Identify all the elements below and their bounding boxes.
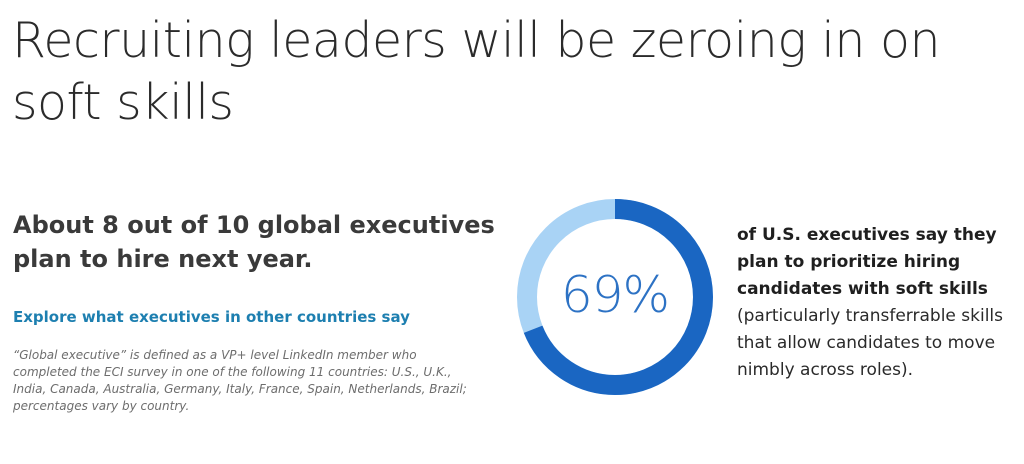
stat-description-bold: of U.S. executives say they plan to prio… xyxy=(737,225,997,299)
donut-chart xyxy=(517,199,713,395)
percentage-donut: 69% xyxy=(516,198,714,396)
donut-value-label: 69% xyxy=(560,266,670,324)
stat-description-detail: (particularly transferrable skills that … xyxy=(737,306,1004,380)
stat-description: of U.S. executives say they plan to prio… xyxy=(737,222,1017,384)
donut-filled-segment xyxy=(517,199,713,395)
explore-countries-link[interactable]: Explore what executives in other countri… xyxy=(13,308,410,326)
executives-summary: About 8 out of 10 global executives plan… xyxy=(13,208,503,415)
summary-heading: About 8 out of 10 global executives plan… xyxy=(13,211,495,273)
page-title: Recruiting leaders will be zeroing in on… xyxy=(12,12,941,131)
definition-footnote: “Global executive” is defined as a VP+ l… xyxy=(13,348,467,413)
